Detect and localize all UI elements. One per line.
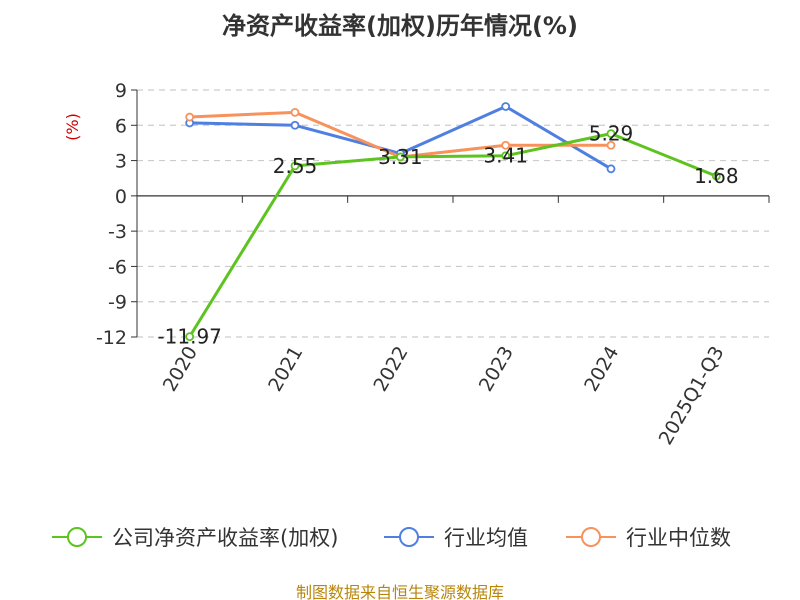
chart-title: 净资产收益率(加权)历年情况(%) [222,12,578,40]
legend-label: 行业中位数 [626,526,731,550]
data-label: 5.29 [589,122,634,146]
y-tick-label: -3 [108,221,127,243]
legend-marker [67,527,87,547]
series-point [185,332,195,342]
series-point [501,140,511,150]
y-tick-label: 6 [115,115,127,137]
y-tick-label: -6 [108,256,127,278]
data-label: -11.97 [157,325,221,349]
x-tick-label: 2023 [475,343,518,396]
legend-marker [399,527,419,547]
data-label: 3.31 [378,145,423,169]
series-point [501,102,511,111]
data-labels: -11.97 2.55 3.31 3.41 5.29 1.68 [157,122,738,349]
x-tick-label: 2020 [159,343,202,396]
x-tick-label: 2024 [580,343,623,396]
y-tick-label: 3 [115,151,127,173]
series-point [290,120,300,130]
series-point [606,140,616,150]
series-point [501,151,511,161]
legend-label: 公司净资产收益率(加权) [112,526,338,550]
axes: 9 6 3 0 -3 -6 -9 -12 2020 2021 2022 2023 2024 2025Q1-… [63,80,770,449]
gridlines [137,89,769,338]
series-point [185,112,195,122]
y-tick-label: -12 [96,327,127,349]
series-point [290,107,300,117]
series-point [290,161,300,171]
legend-marker [581,527,601,547]
series-point [395,152,405,162]
y-unit-label: (%) [63,113,82,141]
y-tick-label: -9 [108,292,127,314]
y-tick-label: 0 [115,186,127,208]
x-tick-label: 2025Q1-Q3 [655,343,729,449]
source-note: 制图数据来自恒生聚源数据库 [295,583,504,600]
series-line [188,132,717,338]
legend: 公司净资产收益率(加权) 行业均值 行业中位数 [52,526,731,550]
x-tick-label: 2021 [264,343,307,396]
series-point [606,164,616,174]
series-point [606,129,616,139]
data-label: 1.68 [694,164,739,188]
data-label: 3.41 [483,144,528,168]
legend-label: 行业均值 [444,526,528,550]
y-tick-label: 9 [115,80,127,102]
data-label: 2.55 [273,154,318,178]
x-tick-label: 2022 [369,343,412,396]
series-lines [185,102,721,342]
series-point [711,171,721,181]
